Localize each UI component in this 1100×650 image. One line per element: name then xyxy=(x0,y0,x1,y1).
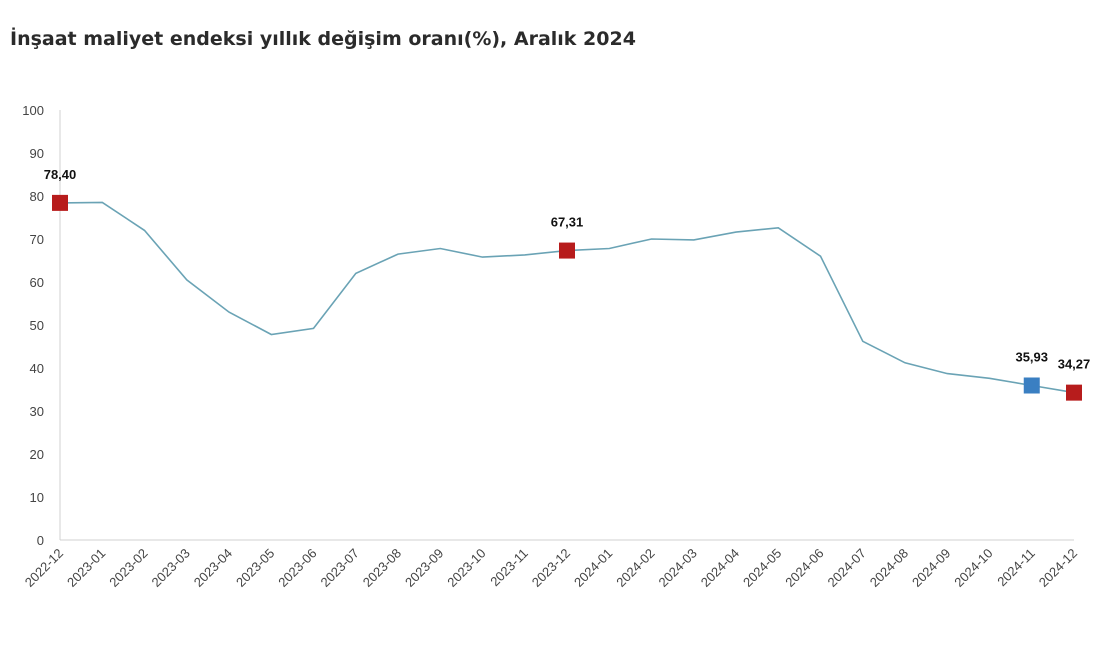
y-tick-label: 70 xyxy=(30,232,44,247)
x-tick-label: 2023-05 xyxy=(233,546,277,590)
markers: 78,40 67,31 35,93 34,27 xyxy=(44,167,1091,401)
y-tick-label: 80 xyxy=(30,189,44,204)
x-tick-label: 2024-01 xyxy=(571,546,615,590)
chart-title: İnşaat maliyet endeksi yıllık değişim or… xyxy=(10,28,636,50)
x-tick-label: 2024-11 xyxy=(994,546,1038,590)
data-label: 35,93 xyxy=(1015,350,1048,365)
data-point-marker xyxy=(1066,384,1082,401)
x-tick-label: 2024-09 xyxy=(909,546,953,590)
y-tick-label: 10 xyxy=(30,490,44,505)
x-tick-label: 2023-10 xyxy=(444,546,488,590)
data-label: 67,31 xyxy=(551,215,584,230)
x-tick-label: 2023-08 xyxy=(360,546,404,590)
data-label: 34,27 xyxy=(1058,357,1091,372)
y-tick-label: 20 xyxy=(30,447,44,462)
x-tick-label: 2024-12 xyxy=(1036,546,1080,590)
x-tick-label: 2023-12 xyxy=(529,546,573,590)
x-tick-label: 2023-07 xyxy=(318,546,362,590)
x-tick-label: 2023-06 xyxy=(275,546,319,590)
x-tick-label: 2024-03 xyxy=(656,546,700,590)
x-tick-label: 2024-08 xyxy=(867,546,911,590)
y-tick-label: 40 xyxy=(30,361,44,376)
y-tick-label: 60 xyxy=(30,275,44,290)
y-tick-label: 30 xyxy=(30,404,44,419)
x-tick-label: 2023-04 xyxy=(191,546,235,590)
x-tick-label: 2023-11 xyxy=(487,546,531,590)
x-tick-label: 2024-05 xyxy=(740,546,784,590)
y-tick-label: 90 xyxy=(30,146,44,161)
x-tick-label: 2023-09 xyxy=(402,546,446,590)
data-point-marker xyxy=(1023,377,1040,394)
x-tick-label: 2024-07 xyxy=(825,546,869,590)
axes: 01020304050607080901002022-122023-012023… xyxy=(22,103,1080,590)
y-tick-label: 100 xyxy=(22,103,44,118)
x-tick-label: 2024-04 xyxy=(698,546,742,590)
data-point-marker xyxy=(559,242,575,259)
data-label: 78,40 xyxy=(44,167,77,182)
x-tick-label: 2024-10 xyxy=(951,546,995,590)
x-tick-label: 2023-03 xyxy=(149,546,193,590)
data-point-marker xyxy=(52,194,68,211)
series-line-layer xyxy=(59,201,1075,394)
x-tick-label: 2023-02 xyxy=(106,546,150,590)
x-tick-label: 2024-02 xyxy=(613,546,657,590)
x-tick-label: 2022-12 xyxy=(22,546,66,590)
y-tick-label: 50 xyxy=(30,318,44,333)
series-line xyxy=(59,201,1075,394)
x-tick-label: 2023-01 xyxy=(64,546,108,590)
x-tick-label: 2024-06 xyxy=(782,546,826,590)
y-tick-label: 0 xyxy=(37,533,44,548)
